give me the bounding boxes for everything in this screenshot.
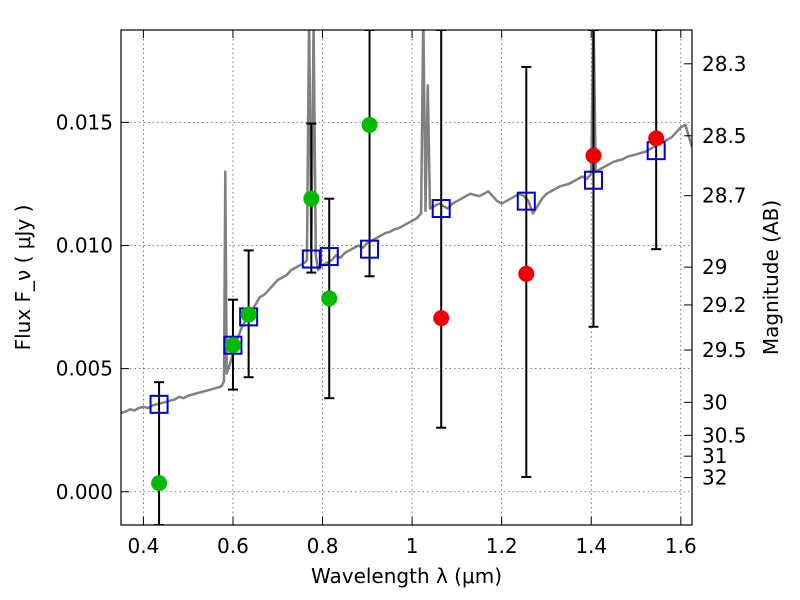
x-axis-title: Wavelength λ (μm)	[311, 564, 502, 588]
green-data-point	[224, 337, 241, 354]
model-square-point	[431, 199, 451, 219]
x-tick-label: 0.4	[127, 534, 159, 558]
x-tick-label: 1.2	[486, 534, 518, 558]
x-tick-label: 0.8	[307, 534, 339, 558]
green-data-point	[151, 475, 168, 492]
mag-tick-label: 30	[702, 390, 727, 414]
y-tick-label: 0.015	[56, 110, 113, 134]
spectrum-line	[121, 30, 692, 415]
red-data-point	[648, 130, 665, 147]
mag-tick-label: 28.7	[702, 184, 747, 208]
green-data-point	[303, 190, 320, 207]
mag-tick-label: 28.5	[702, 124, 747, 148]
right-axis-title: Magnitude (AB)	[759, 200, 783, 355]
mag-tick-label: 29	[702, 255, 727, 279]
mag-tick-label: 32	[702, 466, 727, 490]
red-data-point	[433, 310, 450, 327]
spectrum-series	[121, 30, 692, 415]
y-tick-label: 0.005	[56, 357, 113, 381]
x-tick-label: 1.6	[665, 534, 697, 558]
y-axis-title: Flux F_ν ( μJy )	[11, 205, 35, 351]
x-tick-label: 1.4	[575, 534, 607, 558]
model-square-point	[319, 247, 339, 267]
mag-tick-label: 29.2	[702, 293, 747, 317]
green-data-point	[240, 306, 257, 323]
model-square-point	[583, 170, 603, 190]
mag-tick-label: 28.3	[702, 52, 747, 76]
x-tick-label: 0.6	[217, 534, 249, 558]
red-data-point	[585, 147, 602, 164]
model-square-point	[223, 335, 243, 355]
green-data-point	[321, 290, 338, 307]
grid	[121, 30, 692, 525]
model-square-point	[149, 394, 169, 414]
plot-frame	[120, 29, 693, 526]
y-tick-label: 0.010	[56, 233, 113, 257]
model-square-point	[516, 191, 536, 211]
data-points	[149, 116, 666, 492]
mag-tick-label: 31	[702, 444, 727, 468]
x-tick-label: 1	[406, 534, 419, 558]
y-tick-label: 0.000	[56, 480, 113, 504]
errorbars	[154, 30, 662, 525]
mag-tick-label: 29.5	[702, 338, 747, 362]
green-data-point	[361, 116, 378, 133]
model-square-point	[360, 239, 380, 259]
red-data-point	[518, 265, 535, 282]
mag-tick-label: 30.5	[702, 423, 747, 447]
axis-ticks: 0.4 0.6 0.8 1 1.2 1.4 1.6 0.000 0.005 0.010 0.015 2…	[56, 30, 747, 558]
